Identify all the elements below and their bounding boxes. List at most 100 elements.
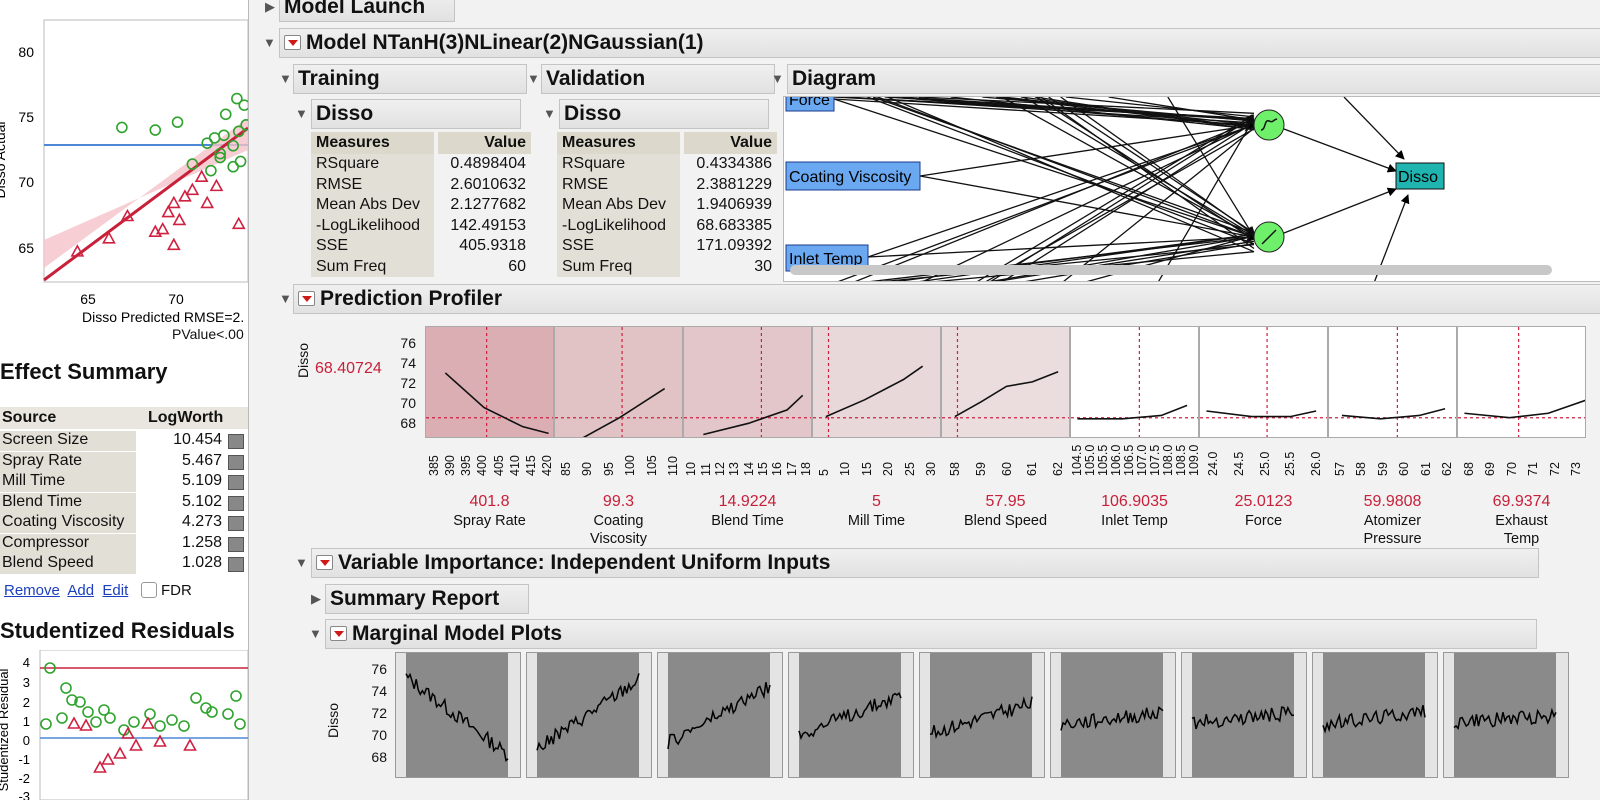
disclosure-open-icon[interactable]: ▼ xyxy=(309,626,322,641)
horizontal-scrollbar[interactable] xyxy=(790,265,1552,275)
remove-link[interactable]: Remove xyxy=(4,582,60,599)
marginal-plot-panel[interactable] xyxy=(788,652,914,778)
marginal-plot-panel[interactable] xyxy=(395,652,521,778)
x-tick: 390 xyxy=(443,455,458,476)
disclosure-open-icon[interactable]: ▼ xyxy=(295,106,308,121)
x-tick: 108.5 xyxy=(1173,444,1188,476)
red-triangle-menu-icon[interactable] xyxy=(298,291,315,306)
table-row[interactable]: Blend Time 5.102 xyxy=(0,492,248,514)
factor-value[interactable]: 25.0123 xyxy=(1234,493,1293,510)
marginal-plot-panel[interactable] xyxy=(919,652,1045,778)
input-node-label: Coating Viscosity xyxy=(789,169,911,186)
factor-value[interactable]: 99.3 xyxy=(602,493,635,510)
profiler-panel[interactable] xyxy=(1457,326,1586,438)
input-node-label: Force xyxy=(789,96,830,109)
red-triangle-menu-icon[interactable] xyxy=(284,35,301,50)
training-disso-outline[interactable]: Disso xyxy=(311,99,521,129)
factor-value[interactable]: 106.9035 xyxy=(1101,493,1168,510)
residual-point xyxy=(183,738,197,751)
training-point xyxy=(238,99,248,111)
variable-importance-outline[interactable]: Variable Importance: Independent Uniform… xyxy=(311,548,1539,578)
profiler-panel[interactable] xyxy=(1199,326,1328,438)
profiler-y-value: 68.40724 xyxy=(315,360,382,377)
marginal-plot-panel[interactable] xyxy=(657,652,783,778)
factor-value[interactable]: 5 xyxy=(872,493,881,510)
profiler-panel[interactable] xyxy=(683,326,812,438)
disclosure-open-icon[interactable]: ▼ xyxy=(771,71,784,86)
disclosure-open-icon[interactable]: ▼ xyxy=(263,35,276,50)
factor-value[interactable]: 57.95 xyxy=(985,493,1026,510)
x-tick: 13 xyxy=(727,462,742,476)
y-axis-label: Disso Actual xyxy=(0,121,8,198)
measure-cell: Sum Freq xyxy=(311,256,439,277)
x-tick: 10 xyxy=(838,462,853,476)
y-tick: -2 xyxy=(18,771,30,786)
residual-point xyxy=(178,720,190,732)
profiler-outline[interactable]: Prediction Profiler xyxy=(293,284,1600,314)
marginal-y-ticks: 76 74 72 70 68 xyxy=(359,658,387,768)
effect-summary-header: Source LogWorth xyxy=(0,407,248,429)
x-tick: 16 xyxy=(770,462,785,476)
red-triangle-menu-icon[interactable] xyxy=(316,555,333,570)
factor-value[interactable]: 59.9808 xyxy=(1363,493,1422,510)
marginal-plot-panel[interactable] xyxy=(1181,652,1307,778)
marginal-plot-panel[interactable] xyxy=(1050,652,1176,778)
factor-value[interactable]: 401.8 xyxy=(469,493,510,510)
table-row[interactable]: Mill Time 5.109 xyxy=(0,472,248,493)
col-value: Value xyxy=(682,132,777,154)
x-tick: 17 xyxy=(784,462,799,476)
profiler-panel[interactable] xyxy=(554,326,683,438)
residual-point xyxy=(66,694,78,706)
edit-link[interactable]: Edit xyxy=(102,582,129,599)
value-cell: 405.9318 xyxy=(459,237,526,255)
marginal-plots-outline[interactable]: Marginal Model Plots xyxy=(325,619,1537,649)
training-point xyxy=(186,158,199,170)
red-triangle-menu-icon[interactable] xyxy=(330,626,347,641)
disclosure-closed-icon[interactable]: ▶ xyxy=(265,0,275,14)
value-cell: 2.6010632 xyxy=(450,175,526,193)
validation-disso-outline[interactable]: Disso xyxy=(559,99,769,129)
disclosure-open-icon[interactable]: ▼ xyxy=(527,71,540,86)
training-point xyxy=(227,139,239,152)
factor-value[interactable]: 14.9224 xyxy=(718,493,777,510)
marginal-plot-panel[interactable] xyxy=(526,652,652,778)
x-tick: 69 xyxy=(1483,462,1498,476)
marginal-plot-panel[interactable] xyxy=(1312,652,1438,778)
table-row[interactable]: Coating Viscosity 4.273 xyxy=(0,513,248,534)
add-link[interactable]: Add xyxy=(67,582,95,599)
x-tick: 110 xyxy=(666,456,681,476)
validation-point xyxy=(155,221,170,235)
validation-point xyxy=(166,195,181,209)
summary-report-outline[interactable]: Summary Report xyxy=(325,584,529,614)
validation-disso-title: Disso xyxy=(564,102,622,125)
logworth-cell: 10.454 xyxy=(173,431,222,448)
training-outline[interactable]: Training xyxy=(293,64,527,94)
diagram-outline[interactable]: Diagram xyxy=(787,64,1600,94)
logworth-cell: 5.102 xyxy=(181,492,222,510)
data-band xyxy=(537,653,639,777)
disclosure-open-icon[interactable]: ▼ xyxy=(279,291,292,306)
training-point xyxy=(231,92,243,105)
factor-name: Exhaust Temp xyxy=(1495,513,1548,547)
table-row[interactable]: Blend Speed 1.028 xyxy=(0,554,248,575)
profiler-panel[interactable] xyxy=(1328,326,1457,438)
fdr-checkbox[interactable] xyxy=(140,582,157,598)
value-cell: 2.3881229 xyxy=(696,175,772,193)
profiler-panel[interactable] xyxy=(1070,326,1199,438)
data-band xyxy=(1454,653,1556,777)
validation-outline[interactable]: Validation xyxy=(541,64,775,94)
profiler-panel[interactable] xyxy=(425,326,554,438)
disclosure-open-icon[interactable]: ▼ xyxy=(543,106,556,121)
table-row[interactable]: Screen Size 10.454 xyxy=(0,431,248,452)
table-row[interactable]: Spray Rate 5.467 xyxy=(0,451,248,473)
profiler-panel[interactable] xyxy=(941,326,1070,438)
model-launch-outline[interactable]: Model Launch xyxy=(279,0,455,22)
model-outline[interactable]: Model NTanH(3)NLinear(2)NGaussian(1) xyxy=(279,28,1600,58)
disclosure-closed-icon[interactable]: ▶ xyxy=(311,591,321,606)
table-row[interactable]: Compressor 1.258 xyxy=(0,533,248,555)
factor-value[interactable]: 69.9374 xyxy=(1492,493,1551,510)
disclosure-open-icon[interactable]: ▼ xyxy=(295,555,308,570)
profiler-panel[interactable] xyxy=(812,326,941,438)
disclosure-open-icon[interactable]: ▼ xyxy=(279,71,292,86)
marginal-plot-panel[interactable] xyxy=(1443,652,1569,778)
